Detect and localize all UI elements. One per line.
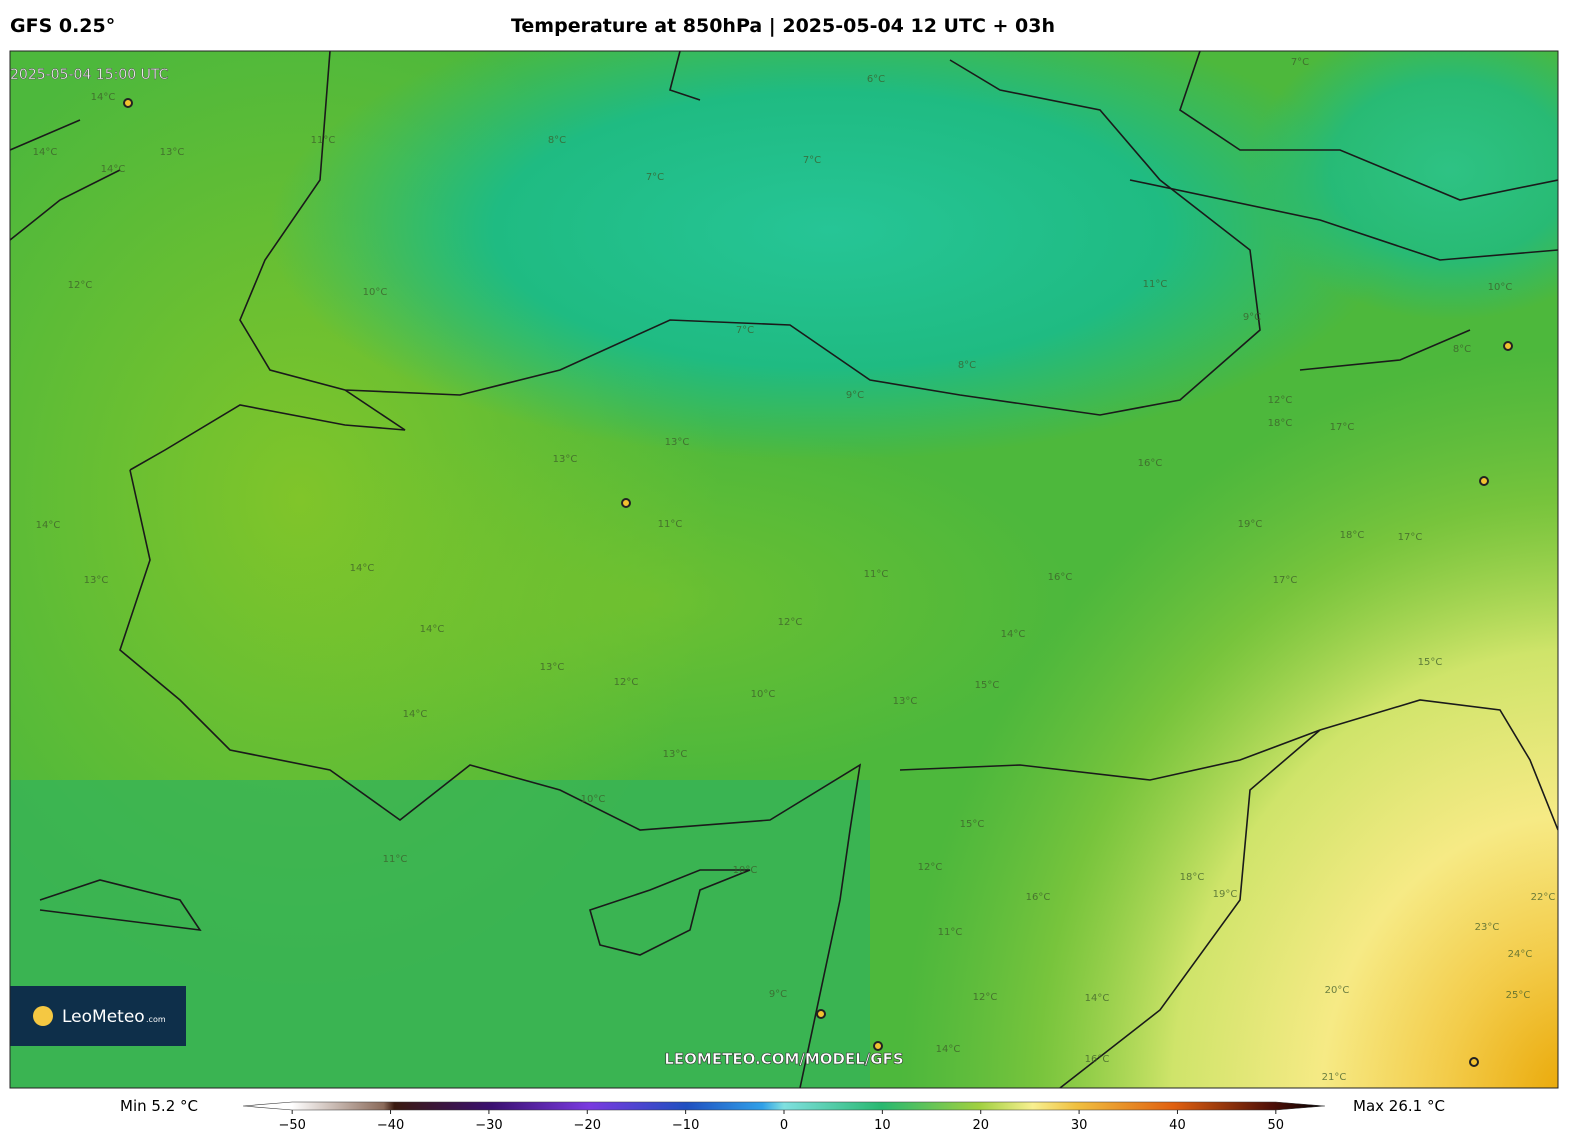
logo-sun xyxy=(33,1006,53,1026)
contour-label: 11°C xyxy=(383,854,408,865)
contour-label: 15°C xyxy=(960,819,985,830)
colorbar-tick-label: 20 xyxy=(972,1118,989,1133)
contour-label: 11°C xyxy=(864,569,889,580)
contour-label: 16°C xyxy=(1026,892,1051,903)
contour-label: 20°C xyxy=(1325,985,1350,996)
contour-label: 13°C xyxy=(160,147,185,158)
contour-label: 13°C xyxy=(540,662,565,673)
contour-label: 13°C xyxy=(893,696,918,707)
contour-label: 19°C xyxy=(1238,519,1263,530)
colorbar-max: Max 26.1 °C xyxy=(1353,1097,1445,1115)
contour-label: 11°C xyxy=(658,519,683,530)
contour-label: 13°C xyxy=(663,749,688,760)
contour-label: 14°C xyxy=(1001,629,1026,640)
contour-label: 17°C xyxy=(1330,422,1355,433)
contour-label: 8°C xyxy=(548,135,566,146)
contour-label: 18°C xyxy=(1180,872,1205,883)
contour-label: 21°C xyxy=(1322,1072,1347,1083)
colorbar-tick-label: −50 xyxy=(278,1118,305,1133)
contour-label: 13°C xyxy=(665,437,690,448)
contour-label: 9°C xyxy=(1243,312,1261,323)
contour-label: 9°C xyxy=(846,390,864,401)
contour-label: 14°C xyxy=(91,92,116,103)
colorbar-bar xyxy=(242,1101,1326,1111)
watermark: LEOMETEO.COM/MODEL/GFS xyxy=(664,1050,903,1068)
map: 14°C 14°C 14°C 13°C 11°C 8°C 7°C 6°C 7°C 7°C 12°C 1… xyxy=(10,51,1558,1088)
logo-name: LeoMeteo xyxy=(62,1007,145,1027)
contour-label: 13°C xyxy=(84,575,109,586)
contour-label: 7°C xyxy=(1291,57,1309,68)
contour-label: 14°C xyxy=(936,1044,961,1055)
contour-label: 12°C xyxy=(778,617,803,628)
contour-label: 14°C xyxy=(33,147,58,158)
contour-label: 14°C xyxy=(403,709,428,720)
contour-label: 11°C xyxy=(311,135,336,146)
contour-label: 10°C xyxy=(751,689,776,700)
map-title: Temperature at 850hPa | 2025-05-04 12 UT… xyxy=(511,15,1055,37)
contour-label: 14°C xyxy=(350,563,375,574)
contour-label: 14°C xyxy=(420,624,445,635)
contour-label: 24°C xyxy=(1508,949,1533,960)
contour-label: 9°C xyxy=(769,989,787,1000)
contour-label: 12°C xyxy=(1268,395,1293,406)
contour-label: 10°C xyxy=(581,794,606,805)
colorbar-min: Min 5.2 °C xyxy=(120,1097,198,1115)
model-name: GFS 0.25° xyxy=(10,15,115,37)
contour-label: 12°C xyxy=(614,677,639,688)
contour-label: 25°C xyxy=(1506,990,1531,1001)
colorbar-tick-label: −40 xyxy=(377,1118,404,1133)
contour-label: 8°C xyxy=(958,360,976,371)
contour-label: 15°C xyxy=(975,680,1000,691)
contour-label: 14°C xyxy=(1085,993,1110,1004)
contour-label: 10°C xyxy=(363,287,388,298)
colorbar-tick-label: 30 xyxy=(1071,1118,1088,1133)
contour-label: 10°C xyxy=(733,865,758,876)
contour-label: 12°C xyxy=(68,280,93,291)
contour-label: 12°C xyxy=(973,992,998,1003)
colorbar-tick-label: −30 xyxy=(475,1118,502,1133)
contour-label: 14°C xyxy=(36,520,61,531)
contour-label: 16°C xyxy=(1048,572,1073,583)
contour-label: 23°C xyxy=(1475,922,1500,933)
valid-time: 2025-05-04 15:00 UTC xyxy=(10,67,169,83)
contour-label: 6°C xyxy=(867,74,885,85)
colorbar: −50 −40 −30 −20 −10 0 10 20 30 40 50 xyxy=(242,1101,1326,1133)
contour-label: 17°C xyxy=(1273,575,1298,586)
contour-label: 14°C xyxy=(101,164,126,175)
contour-label: 7°C xyxy=(736,325,754,336)
logo-suffix: .com xyxy=(146,1015,166,1024)
contour-label: 16°C xyxy=(1085,1054,1110,1065)
colorbar-tick-label: 10 xyxy=(874,1118,891,1133)
contour-label: 15°C xyxy=(1418,657,1443,668)
contour-label: 7°C xyxy=(646,172,664,183)
colorbar-tick-label: −10 xyxy=(672,1118,699,1133)
contour-label: 11°C xyxy=(1143,279,1168,290)
contour-label: 22°C xyxy=(1531,892,1556,903)
contour-label: 17°C xyxy=(1398,532,1423,543)
contour-label: 7°C xyxy=(803,155,821,166)
contour-label: 13°C xyxy=(553,454,578,465)
colorbar-tick-label: 40 xyxy=(1169,1118,1186,1133)
contour-label: 11°C xyxy=(938,927,963,938)
colorbar-tick-label: −20 xyxy=(574,1118,601,1133)
contour-label: 19°C xyxy=(1213,889,1238,900)
contour-label: 16°C xyxy=(1138,458,1163,469)
contour-label: 8°C xyxy=(1453,344,1471,355)
contour-label: 18°C xyxy=(1340,530,1365,541)
contour-label: 10°C xyxy=(1488,282,1513,293)
contour-label: 18°C xyxy=(1268,418,1293,429)
colorbar-tick-label: 50 xyxy=(1268,1118,1285,1133)
colorbar-tick-label: 0 xyxy=(780,1118,788,1133)
contour-label: 12°C xyxy=(918,862,943,873)
